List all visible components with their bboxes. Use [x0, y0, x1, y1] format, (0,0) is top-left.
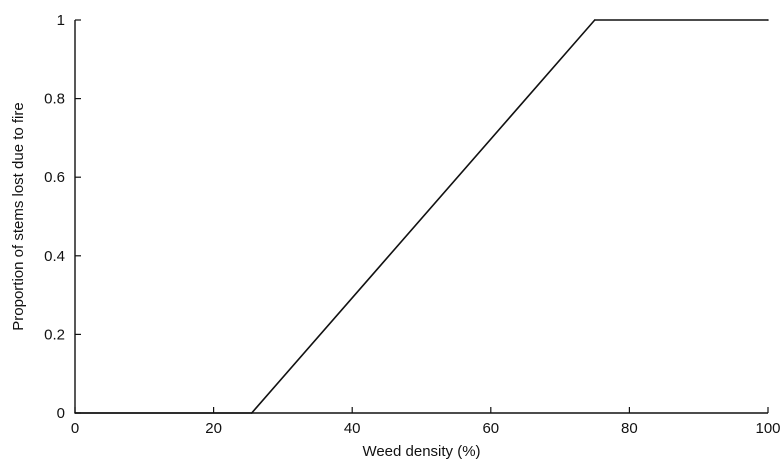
x-tick-label: 20 — [205, 420, 222, 437]
x-ticks: 0 20 40 60 80 100 — [71, 407, 781, 437]
y-tick-label: 0.2 — [44, 326, 65, 343]
data-point — [74, 412, 76, 414]
y-axis-title: Proportion of stems lost due to fire — [10, 102, 27, 330]
y-tick-label: 1 — [57, 12, 65, 29]
x-tick-label: 60 — [482, 420, 499, 437]
data-point — [767, 19, 769, 21]
x-tick-label: 100 — [755, 420, 780, 437]
x-tick-label: 40 — [344, 420, 361, 437]
x-tick-label: 0 — [71, 420, 79, 437]
x-tick-label: 80 — [621, 420, 638, 437]
y-ticks: 0 0.2 0.4 0.6 0.8 1 — [44, 12, 81, 422]
data-point — [250, 412, 253, 414]
y-tick-label: 0 — [57, 405, 65, 422]
series-line — [75, 19, 768, 414]
y-tick-label: 0.4 — [44, 248, 65, 265]
axes — [74, 20, 768, 414]
x-axis-title: Weed density (%) — [362, 443, 480, 460]
y-tick-label: 0.8 — [44, 91, 65, 108]
y-tick-label: 0.6 — [44, 169, 65, 186]
data-point — [593, 19, 596, 21]
series-layer — [74, 19, 769, 414]
